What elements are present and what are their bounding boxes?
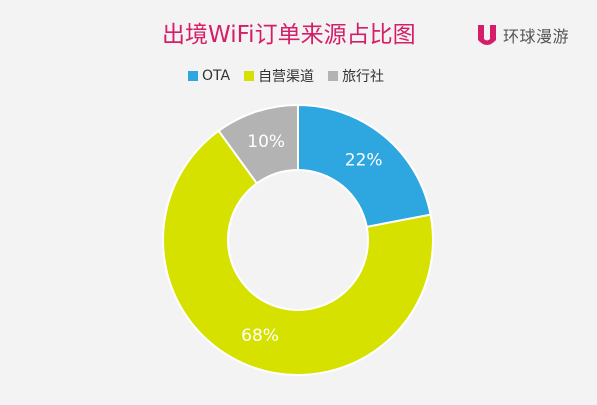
data-label-0: 22% xyxy=(345,151,383,171)
data-label-2: 10% xyxy=(247,132,285,152)
legend-swatch xyxy=(244,71,255,81)
legend-label: 旅行社 xyxy=(342,69,385,85)
legend-swatch xyxy=(328,71,339,81)
data-label-1: 68% xyxy=(241,326,279,346)
chart-legend: OTA 自营渠道 旅行社 xyxy=(188,66,398,86)
legend-label: 自营渠道 xyxy=(258,69,315,85)
donut-slice-2 xyxy=(217,103,299,185)
brand-logo-icon xyxy=(478,25,496,45)
legend-item-self-operated: 自营渠道 xyxy=(244,66,314,86)
legend-swatch xyxy=(188,71,198,81)
chart-title: 出境WiFi订单来源占比图 xyxy=(162,22,416,48)
donut-slice-0 xyxy=(297,103,432,229)
legend-item-travel-agency: 旅行社 xyxy=(328,66,384,86)
legend-label: OTA xyxy=(202,68,231,84)
brand: 环球漫游 xyxy=(476,20,569,50)
donut-slice-1 xyxy=(162,129,434,376)
legend-item-ota: OTA xyxy=(188,68,230,84)
brand-name: 环球漫游 xyxy=(503,27,570,46)
